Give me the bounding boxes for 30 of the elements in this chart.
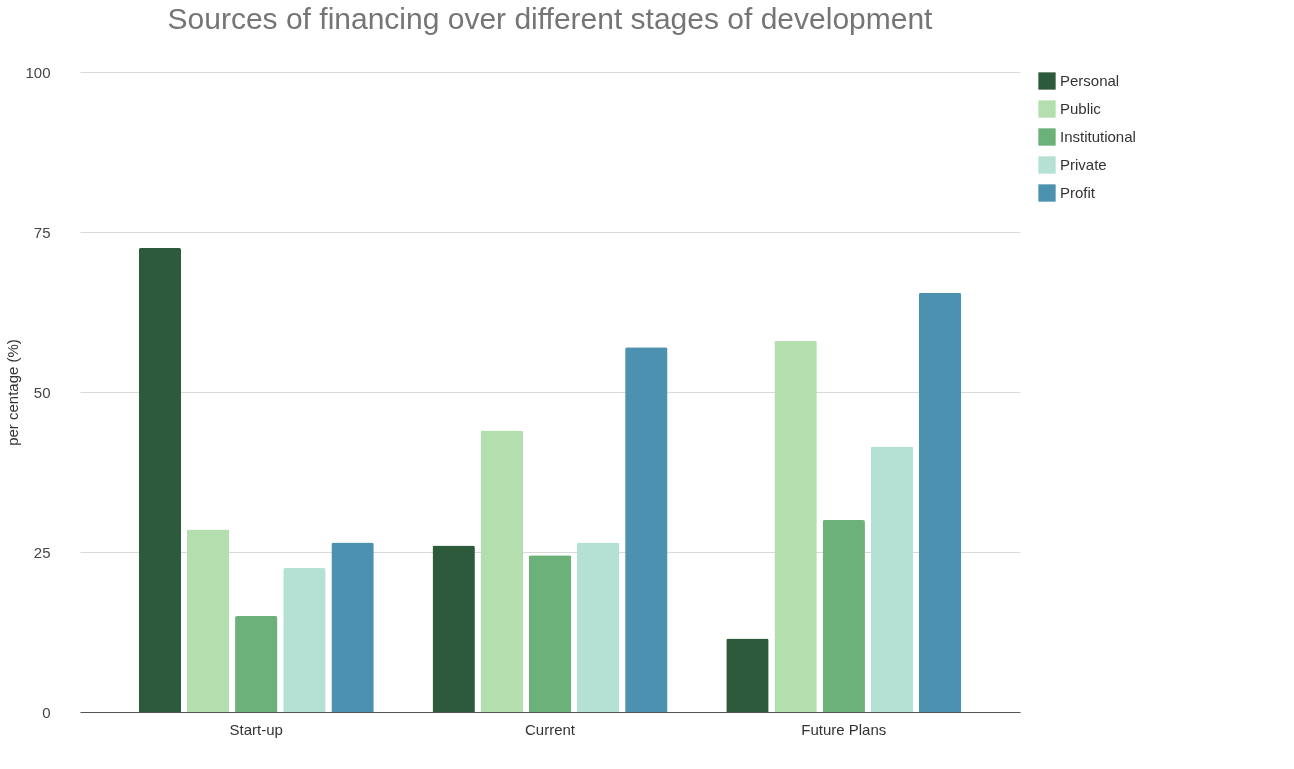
bar — [774, 340, 817, 712]
bar — [870, 446, 914, 712]
legend-label: Institutional — [1060, 128, 1136, 145]
x-tick-label: Current — [524, 720, 576, 738]
x-tick-label: Future Plans — [801, 720, 887, 738]
y-axis-title: per centage (%) — [4, 339, 22, 446]
legend-label: Public — [1060, 100, 1102, 117]
y-tick-label: 25 — [33, 543, 51, 561]
bar — [528, 555, 572, 712]
chart-title: Sources of financing over different stages of development — [167, 2, 934, 35]
bar — [138, 248, 182, 712]
y-tick-label: 75 — [33, 223, 51, 241]
y-tick-label: 0 — [42, 703, 51, 721]
bar — [283, 568, 326, 712]
legend-label: Profit — [1060, 184, 1096, 201]
y-tick-label: 50 — [33, 383, 51, 401]
legend-label: Personal — [1060, 72, 1120, 89]
bar — [918, 292, 962, 712]
x-tick-label: Start-up — [229, 720, 283, 738]
bar — [625, 347, 668, 712]
bar — [331, 542, 374, 712]
y-tick-label: 100 — [25, 63, 51, 81]
bar — [822, 520, 865, 712]
bar — [480, 430, 524, 712]
bar — [235, 616, 278, 712]
bar — [576, 542, 620, 712]
bar — [186, 529, 230, 712]
bar — [432, 545, 475, 712]
legend-label: Private — [1060, 156, 1107, 173]
bar — [726, 638, 769, 712]
